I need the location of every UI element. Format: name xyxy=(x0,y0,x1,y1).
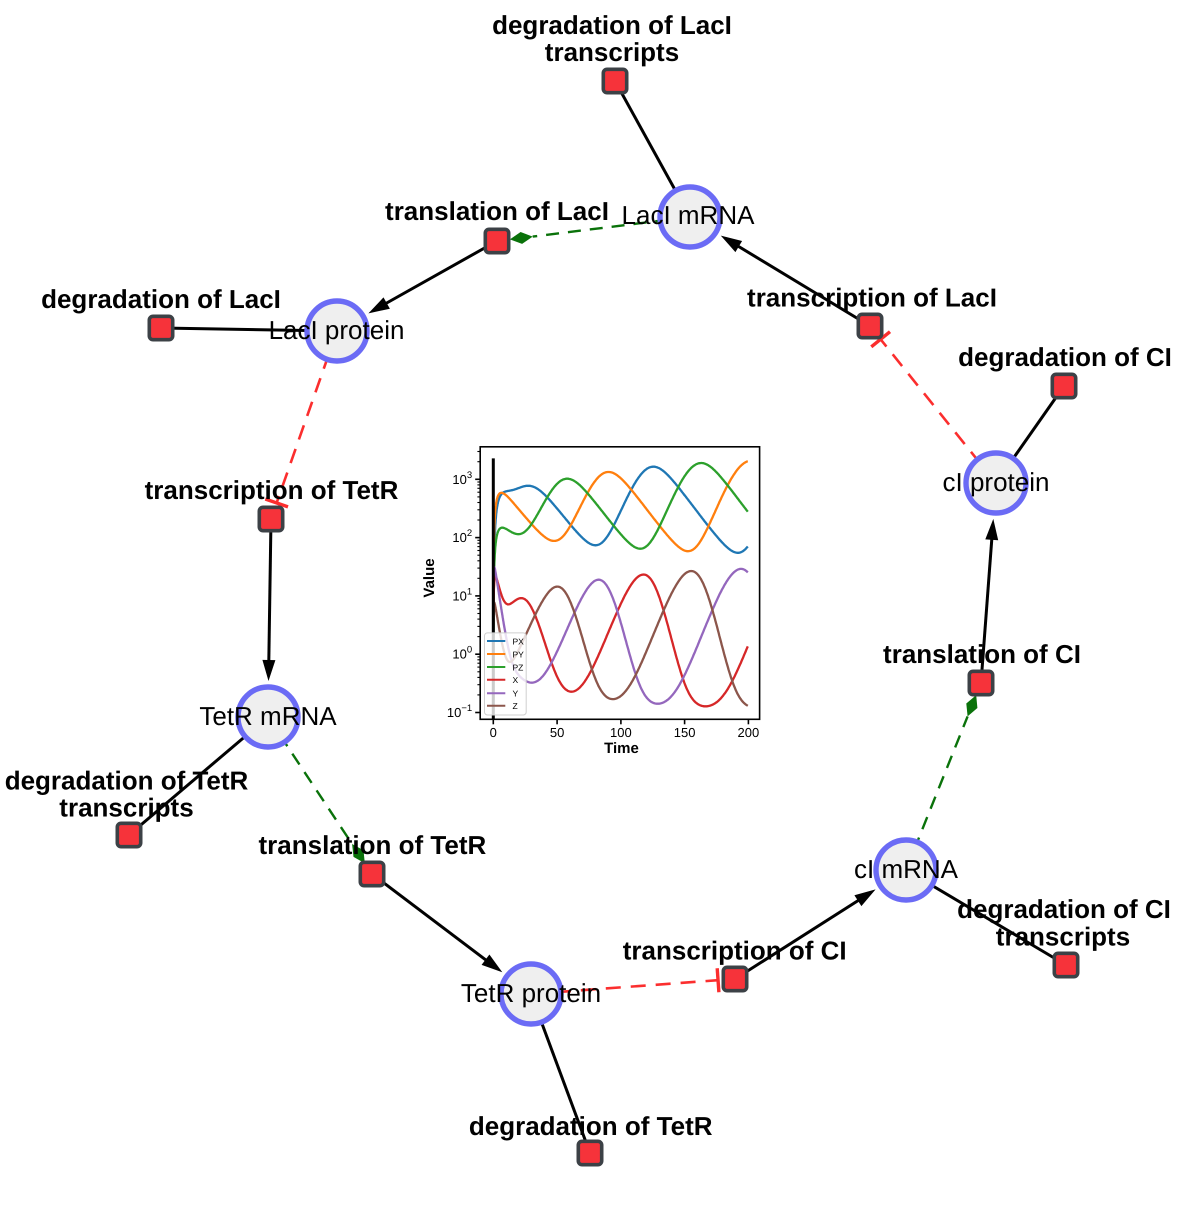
svg-text:150: 150 xyxy=(674,725,696,740)
svg-text:cI protein: cI protein xyxy=(943,467,1050,497)
svg-text:degradation of LacI: degradation of LacI xyxy=(492,10,732,40)
svg-text:transcription of TetR: transcription of TetR xyxy=(145,475,399,505)
svg-text:LacI protein: LacI protein xyxy=(269,315,405,345)
svg-text:100: 100 xyxy=(610,725,632,740)
svg-text:transcription of LacI: transcription of LacI xyxy=(747,283,997,313)
svg-text:Value: Value xyxy=(421,558,438,597)
svg-text:degradation of TetR: degradation of TetR xyxy=(469,1111,713,1141)
svg-text:transcripts: transcripts xyxy=(59,793,193,823)
svg-text:TetR protein: TetR protein xyxy=(461,978,601,1008)
svg-text:X: X xyxy=(513,675,519,685)
svg-text:degradation of CI: degradation of CI xyxy=(957,894,1171,924)
svg-text:PX: PX xyxy=(513,636,525,646)
svg-text:transcripts: transcripts xyxy=(996,922,1130,952)
svg-text:degradation of LacI: degradation of LacI xyxy=(41,284,281,314)
svg-text:50: 50 xyxy=(550,725,564,740)
svg-text:translation of TetR: translation of TetR xyxy=(259,830,487,860)
svg-text:Time: Time xyxy=(604,740,639,757)
svg-text:Z: Z xyxy=(513,701,518,711)
svg-text:translation of CI: translation of CI xyxy=(883,639,1081,669)
svg-text:0: 0 xyxy=(490,725,497,740)
svg-text:Y: Y xyxy=(513,689,519,699)
svg-text:200: 200 xyxy=(738,725,760,740)
svg-text:transcripts: transcripts xyxy=(545,37,679,67)
svg-text:PY: PY xyxy=(513,649,525,659)
svg-text:TetR mRNA: TetR mRNA xyxy=(199,701,337,731)
svg-text:PZ: PZ xyxy=(513,662,524,672)
svg-text:degradation of TetR: degradation of TetR xyxy=(5,766,249,796)
svg-text:translation of LacI: translation of LacI xyxy=(385,196,609,226)
svg-text:cI mRNA: cI mRNA xyxy=(854,854,959,884)
svg-text:degradation of CI: degradation of CI xyxy=(958,342,1172,372)
svg-text:transcription of CI: transcription of CI xyxy=(623,936,847,966)
svg-text:LacI mRNA: LacI mRNA xyxy=(622,200,756,230)
